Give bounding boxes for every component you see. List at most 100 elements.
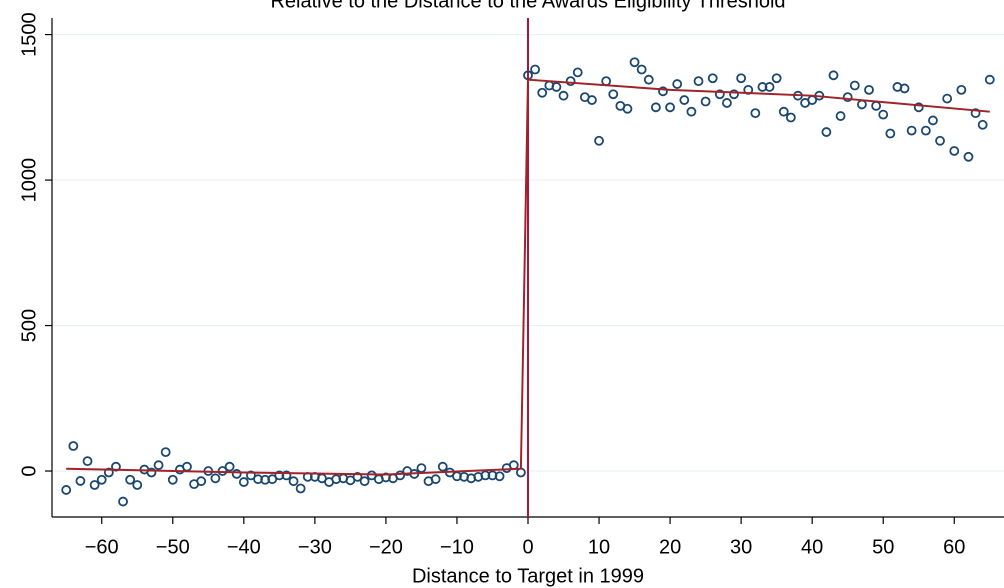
point: [68, 441, 79, 451]
point: [103, 467, 114, 478]
x-tick-label: 0: [522, 536, 533, 558]
point: [288, 476, 299, 487]
point: [778, 106, 789, 117]
point: [530, 64, 541, 75]
chart-title: Relative to the Distance to the Awards E…: [270, 0, 785, 12]
point: [650, 102, 661, 113]
point: [835, 111, 846, 121]
point: [96, 474, 107, 485]
point: [722, 98, 732, 108]
point: [82, 456, 93, 467]
point: [935, 135, 945, 146]
point: [622, 103, 633, 114]
point: [750, 108, 761, 119]
point: [828, 70, 839, 81]
point: [558, 90, 569, 101]
point: [295, 483, 306, 494]
point: [629, 57, 640, 68]
point: [89, 480, 100, 490]
point: [686, 106, 697, 117]
point: [196, 476, 207, 487]
x-tick-label: −10: [440, 536, 474, 558]
x-tick-label: 50: [872, 536, 894, 558]
point: [785, 112, 796, 123]
point: [729, 89, 739, 100]
x-tick-label: 40: [801, 536, 823, 558]
point: [714, 89, 725, 100]
x-tick-label: 30: [730, 536, 752, 558]
point: [281, 470, 292, 481]
fit-line: [66, 78, 990, 476]
x-tick-label: −50: [156, 536, 190, 558]
point: [885, 128, 896, 139]
x-tick-label: 60: [943, 536, 965, 558]
point: [771, 73, 782, 84]
point: [636, 64, 647, 75]
point: [153, 460, 164, 471]
point: [878, 109, 889, 120]
point: [949, 146, 960, 156]
point: [437, 461, 448, 472]
point: [658, 86, 668, 97]
point: [906, 125, 917, 136]
y-tick-label: 0: [18, 465, 40, 476]
point: [736, 73, 747, 84]
point: [913, 102, 924, 113]
point: [132, 480, 143, 490]
point: [899, 83, 910, 94]
point: [61, 485, 72, 495]
point: [572, 67, 583, 78]
point: [928, 115, 938, 126]
point: [238, 477, 249, 487]
y-tick-label: 1500: [18, 12, 40, 57]
point: [494, 471, 505, 482]
point: [970, 108, 981, 119]
point: [587, 95, 597, 105]
point: [963, 151, 974, 162]
point: [864, 84, 874, 95]
y-tick-label: 500: [18, 309, 40, 342]
point: [842, 92, 853, 103]
point: [594, 135, 604, 146]
point: [210, 473, 221, 484]
x-tick-label: −60: [85, 536, 119, 558]
point: [224, 461, 235, 472]
point: [693, 76, 704, 87]
point: [977, 119, 988, 130]
point: [956, 84, 967, 95]
point: [551, 82, 562, 92]
point: [430, 474, 441, 485]
y-tick-label: 1000: [18, 158, 40, 203]
x-axis-title: Distance to Target in 1999: [412, 565, 644, 587]
point: [167, 474, 178, 485]
point: [565, 76, 576, 87]
point: [700, 96, 711, 107]
point: [118, 496, 128, 507]
x-tick-label: −40: [227, 536, 261, 558]
point: [679, 95, 690, 105]
point: [672, 79, 683, 89]
point: [160, 447, 171, 458]
x-tick-label: 20: [659, 536, 681, 558]
point: [608, 89, 619, 100]
x-tick-label: 10: [588, 536, 610, 558]
point: [643, 74, 654, 85]
point: [231, 469, 242, 479]
point: [849, 80, 860, 91]
point: [942, 93, 953, 104]
point: [821, 127, 832, 137]
point: [352, 471, 363, 482]
point: [146, 467, 157, 478]
point: [665, 102, 675, 113]
point: [359, 476, 370, 487]
x-tick-label: −30: [298, 536, 332, 558]
point: [395, 470, 406, 481]
x-tick-label: −20: [369, 536, 403, 558]
point: [707, 73, 718, 84]
point: [984, 74, 995, 85]
point: [764, 82, 775, 92]
point: [125, 474, 136, 485]
point: [537, 87, 548, 98]
point: [920, 125, 931, 136]
